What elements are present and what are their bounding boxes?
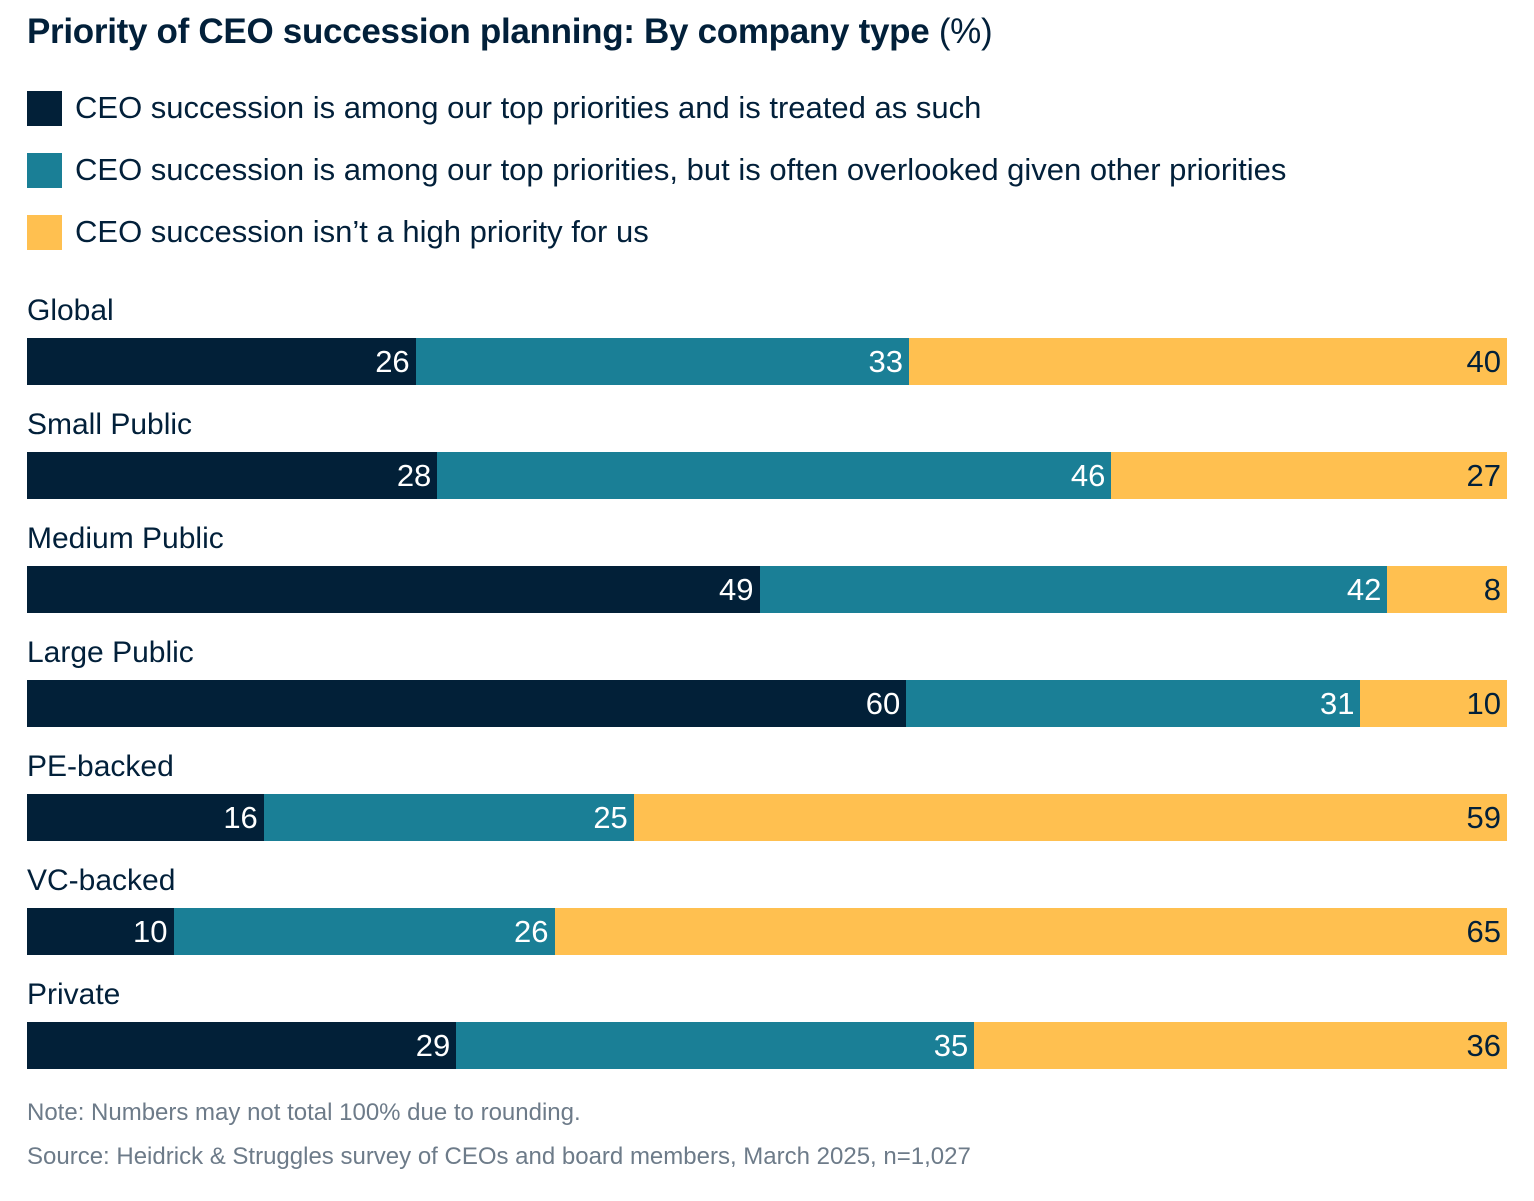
bar-segment: 27 — [1111, 452, 1507, 499]
category-label: Small Public — [27, 408, 193, 441]
bar-segment: 16 — [27, 794, 264, 841]
chart-title-unit: (%) — [938, 12, 993, 51]
category-label: PE-backed — [27, 750, 174, 783]
legend-item: CEO succession isn’t a high priority for… — [27, 214, 649, 250]
bar-segment: 42 — [759, 566, 1388, 613]
category-label: Large Public — [27, 636, 194, 669]
data-label: 59 — [1466, 799, 1501, 835]
data-label: 25 — [593, 799, 628, 835]
data-label: 16 — [223, 799, 258, 835]
bar-segment: 10 — [1360, 680, 1507, 727]
data-label: 28 — [396, 457, 432, 493]
data-label: 49 — [719, 571, 754, 607]
bar-segment: 36 — [974, 1022, 1507, 1069]
data-label: 46 — [1070, 457, 1106, 493]
bar-segment: 46 — [437, 452, 1112, 499]
category-label: Medium Public — [27, 522, 224, 555]
legend-label: CEO succession is among our top prioriti… — [75, 90, 982, 125]
data-label: 42 — [1346, 571, 1382, 607]
data-label: 31 — [1319, 685, 1355, 721]
data-label: 10 — [133, 913, 168, 949]
data-label: 26 — [514, 913, 549, 949]
bar-segment: 33 — [415, 338, 909, 385]
category-label: Global — [27, 294, 114, 327]
data-label: 65 — [1466, 913, 1501, 949]
data-label: 26 — [375, 343, 410, 379]
data-label: 36 — [1466, 1027, 1501, 1063]
data-label: 8 — [1483, 571, 1501, 607]
stacked-bar: 60 31 10 — [27, 680, 1507, 727]
bar-segment: 29 — [27, 1022, 457, 1069]
data-label: 10 — [1466, 685, 1501, 721]
stacked-bar: 26 33 40 — [27, 338, 1507, 385]
stacked-bar: 49 42 8 — [27, 566, 1507, 613]
bar-segment: 25 — [263, 794, 634, 841]
legend-label: CEO succession is among our top prioriti… — [75, 152, 1287, 187]
legend-swatch — [27, 214, 62, 250]
legend-swatch — [27, 90, 62, 126]
legend-swatch — [27, 152, 62, 188]
bar-segment: 65 — [554, 908, 1507, 955]
data-label: 60 — [865, 685, 901, 721]
bar-segment: 26 — [27, 338, 416, 385]
stacked-bar: 28 46 27 — [27, 452, 1507, 499]
chart-title-text: Priority of CEO succession planning: By … — [27, 12, 930, 51]
stacked-bar: 29 35 36 — [27, 1022, 1507, 1069]
category-label: Private — [27, 978, 121, 1011]
legend-item: CEO succession is among our top prioriti… — [27, 152, 1286, 188]
bar-segment: 31 — [906, 680, 1361, 727]
bar-segment: 59 — [633, 794, 1507, 841]
bar-segment: 8 — [1387, 566, 1507, 613]
data-label: 29 — [415, 1027, 451, 1063]
bar-segment: 26 — [173, 908, 555, 955]
source: Source: Heidrick & Struggles survey of C… — [27, 1143, 971, 1170]
bar-segment: 40 — [909, 338, 1507, 385]
bar-segment: 60 — [27, 680, 907, 727]
data-label: 33 — [868, 343, 903, 379]
legend-item: CEO succession is among our top prioriti… — [27, 90, 981, 126]
chart-title: Priority of CEO succession planning: By … — [27, 12, 993, 52]
bar-segment: 35 — [456, 1022, 975, 1069]
data-label: 35 — [933, 1027, 969, 1063]
legend-label: CEO succession isn’t a high priority for… — [75, 214, 649, 249]
data-label: 27 — [1466, 457, 1501, 493]
stacked-bar: 10 26 65 — [27, 908, 1507, 955]
category-label: VC-backed — [27, 864, 176, 897]
note: Note: Numbers may not total 100% due to … — [27, 1099, 581, 1126]
data-label: 40 — [1466, 343, 1501, 379]
bar-segment: 10 — [27, 908, 174, 955]
stacked-bar: 16 25 59 — [27, 794, 1507, 841]
bar-segment: 49 — [27, 566, 760, 613]
bar-segment: 28 — [27, 452, 438, 499]
